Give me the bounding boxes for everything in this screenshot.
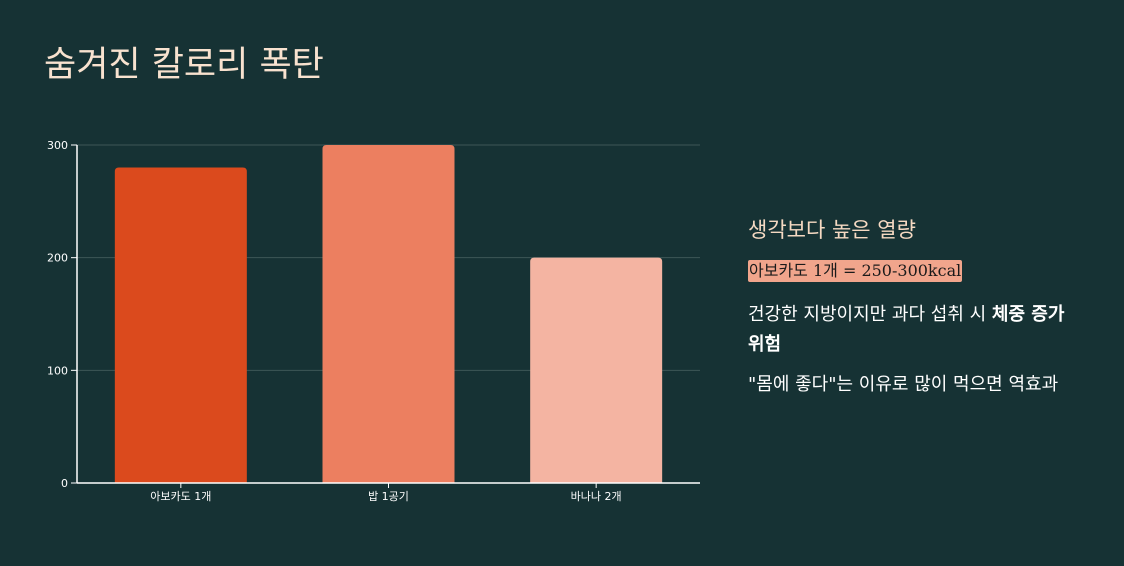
warning-text: 건강한 지방이지만 과다 섭취 시: [748, 304, 992, 325]
caution-paragraph: "몸에 좋다"는 이유로 많이 먹으면 역효과: [748, 374, 1059, 395]
y-tick-label: 0: [61, 477, 68, 490]
bar-2: [322, 145, 455, 483]
warning-bold-text: 체중 증가 위험: [748, 304, 1065, 355]
bar-1: [114, 167, 247, 484]
calorie-highlight: 아보카도 1개 = 250-300kcal: [748, 260, 963, 282]
x-tick-label: 밥 1공기: [368, 490, 409, 503]
tick-labels: 0 100 200 300 아보카도 1개 밥 1공기 바나나 2개: [47, 139, 622, 503]
y-tick-label: 200: [47, 252, 68, 265]
page-title: 숨겨진 칼로리 폭탄: [44, 45, 324, 85]
info-panel: 생각보다 높은 열량 아보카도 1개 = 250-300kcal 건강한 지방이…: [748, 214, 1088, 410]
bars: [114, 145, 663, 484]
x-tick-label: 아보카도 1개: [150, 490, 211, 503]
x-tick-label: 바나나 2개: [571, 490, 622, 503]
bar-3: [530, 257, 663, 483]
y-tick-label: 300: [47, 139, 68, 152]
bar-chart: 0 100 200 300 아보카도 1개 밥 1공기 바나나 2개: [47, 139, 700, 503]
warning-paragraph: 건강한 지방이지만 과다 섭취 시 체중 증가 위험: [748, 300, 1078, 360]
y-tick-label: 100: [47, 364, 68, 377]
axes: [71, 144, 700, 488]
highlight-line: 아보카도 1개 = 250-300kcal: [748, 260, 1088, 282]
panel-heading: 생각보다 높은 열량: [748, 218, 916, 242]
